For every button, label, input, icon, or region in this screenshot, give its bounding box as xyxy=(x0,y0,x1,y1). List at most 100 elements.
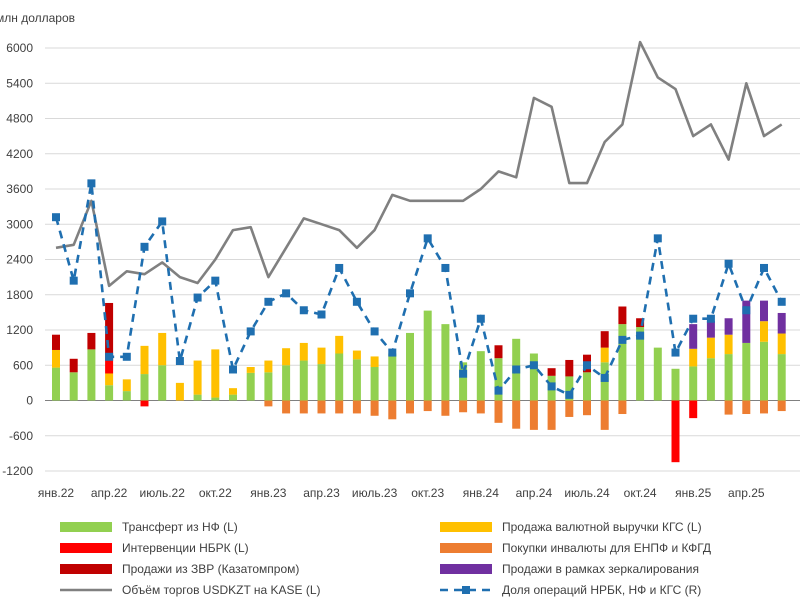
bar-segment xyxy=(282,348,291,366)
x-tick-label: июль.22 xyxy=(140,486,186,500)
bar-segment xyxy=(706,358,715,401)
bar-segment xyxy=(742,400,751,415)
share-marker xyxy=(175,357,184,366)
share-marker xyxy=(565,390,574,399)
bar-segment xyxy=(52,349,60,368)
bar-segment xyxy=(370,367,379,401)
legend-swatch xyxy=(60,522,112,532)
bar-segment xyxy=(441,400,450,416)
x-tick-label: июль.23 xyxy=(352,486,398,500)
bar-segment xyxy=(175,382,184,401)
bar-segment xyxy=(600,400,609,430)
bar-segment xyxy=(583,372,591,401)
bar-segment xyxy=(689,324,698,349)
bar-segment xyxy=(317,364,326,401)
bar-segment xyxy=(494,358,503,401)
share-marker xyxy=(706,314,715,323)
share-marker xyxy=(122,352,131,361)
bar-segment xyxy=(211,397,220,401)
legend-label: Покупки инвалюты для ЕНПФ и КФГД xyxy=(502,541,711,555)
bar-segment xyxy=(653,347,662,401)
bar-segment xyxy=(105,302,114,356)
bar-segment xyxy=(777,312,786,334)
share-marker xyxy=(423,234,432,243)
y-axis-label: млн долларов xyxy=(0,11,75,25)
bar-segment xyxy=(264,372,273,401)
bar-segment xyxy=(299,360,308,401)
bar-segment xyxy=(229,388,237,395)
bar-segment xyxy=(441,324,450,401)
share-marker xyxy=(547,382,556,391)
bar-segment xyxy=(335,353,344,401)
bar-segment xyxy=(370,400,379,416)
bar-segment xyxy=(760,300,768,322)
share-marker xyxy=(760,263,768,272)
bar-segment xyxy=(52,334,60,350)
bar-segment xyxy=(547,400,556,430)
bar-segment xyxy=(636,327,645,401)
bar-segment xyxy=(706,337,715,359)
x-tick-label: апр.25 xyxy=(728,486,765,500)
bar-segment xyxy=(388,353,397,401)
share-marker xyxy=(352,297,361,306)
bar-segment xyxy=(671,368,680,401)
legend-item: Продажа валютной выручки КГС (L) xyxy=(440,520,702,534)
legend-item: Продажи из ЗВР (Казатомпром) xyxy=(60,562,299,576)
bar-segment xyxy=(494,345,503,359)
bar-segment xyxy=(777,333,786,355)
share-marker xyxy=(370,327,379,336)
share-marker xyxy=(618,335,627,344)
line-series xyxy=(52,40,786,399)
legend-item: Доля операций НРБК, НФ и КГС (R) xyxy=(440,583,701,597)
bar-segment xyxy=(282,400,291,414)
legend-item: Продажи в рамках зеркалирования xyxy=(440,562,699,576)
legend-item: Объём торгов USDKZT на KASE (L) xyxy=(60,583,321,597)
share-marker xyxy=(229,365,237,374)
bar-segment xyxy=(565,400,574,417)
bar-segment xyxy=(423,310,432,401)
legend-swatch xyxy=(440,543,492,553)
bar-segment xyxy=(777,400,786,412)
bar-segment xyxy=(742,300,751,343)
bar-segment xyxy=(406,400,414,414)
share-marker xyxy=(671,348,680,357)
bar-segment xyxy=(193,360,202,395)
share-marker xyxy=(636,331,645,340)
legend-label: Трансферт из НФ (L) xyxy=(122,520,238,534)
bar-segment xyxy=(158,332,167,366)
share-marker xyxy=(211,276,220,285)
share-marker xyxy=(388,348,397,357)
share-marker xyxy=(52,213,60,222)
bar-segment xyxy=(105,373,114,386)
bar-segment xyxy=(512,400,521,429)
bar-segment xyxy=(476,351,485,401)
x-tick-label: янв.25 xyxy=(675,486,712,500)
bar-series xyxy=(52,300,786,463)
y-tick-label: 3600 xyxy=(6,182,33,196)
bar-segment xyxy=(689,348,698,367)
bar-segment xyxy=(370,356,379,368)
bar-segment xyxy=(742,342,751,401)
share-marker xyxy=(459,369,468,378)
x-tick-label: апр.24 xyxy=(516,486,553,500)
y-tick-label: 4800 xyxy=(6,112,33,126)
legend-label: Интервенции НБРК (L) xyxy=(122,541,249,555)
bar-segment xyxy=(777,354,786,401)
share-marker xyxy=(246,327,255,336)
y-tick-label: 1200 xyxy=(6,323,33,337)
legend-swatch xyxy=(60,564,112,574)
share-line xyxy=(54,183,783,397)
bar-segment xyxy=(69,358,78,373)
share-marker xyxy=(583,361,591,370)
share-marker xyxy=(494,386,503,395)
bar-segment xyxy=(352,350,361,360)
bar-segment xyxy=(335,400,344,414)
bar-segment xyxy=(193,394,202,401)
bar-segment xyxy=(423,400,432,412)
bar-segment xyxy=(158,365,167,401)
bar-segment xyxy=(459,400,468,413)
bar-segment xyxy=(689,400,698,419)
share-marker xyxy=(689,314,698,323)
share-marker xyxy=(406,289,414,298)
bar-segment xyxy=(140,374,149,401)
